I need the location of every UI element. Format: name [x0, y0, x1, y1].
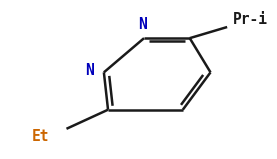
Text: N: N [138, 17, 147, 32]
Text: N: N [85, 63, 94, 78]
Text: Pr-i: Pr-i [233, 12, 268, 27]
Text: Et: Et [32, 129, 49, 144]
